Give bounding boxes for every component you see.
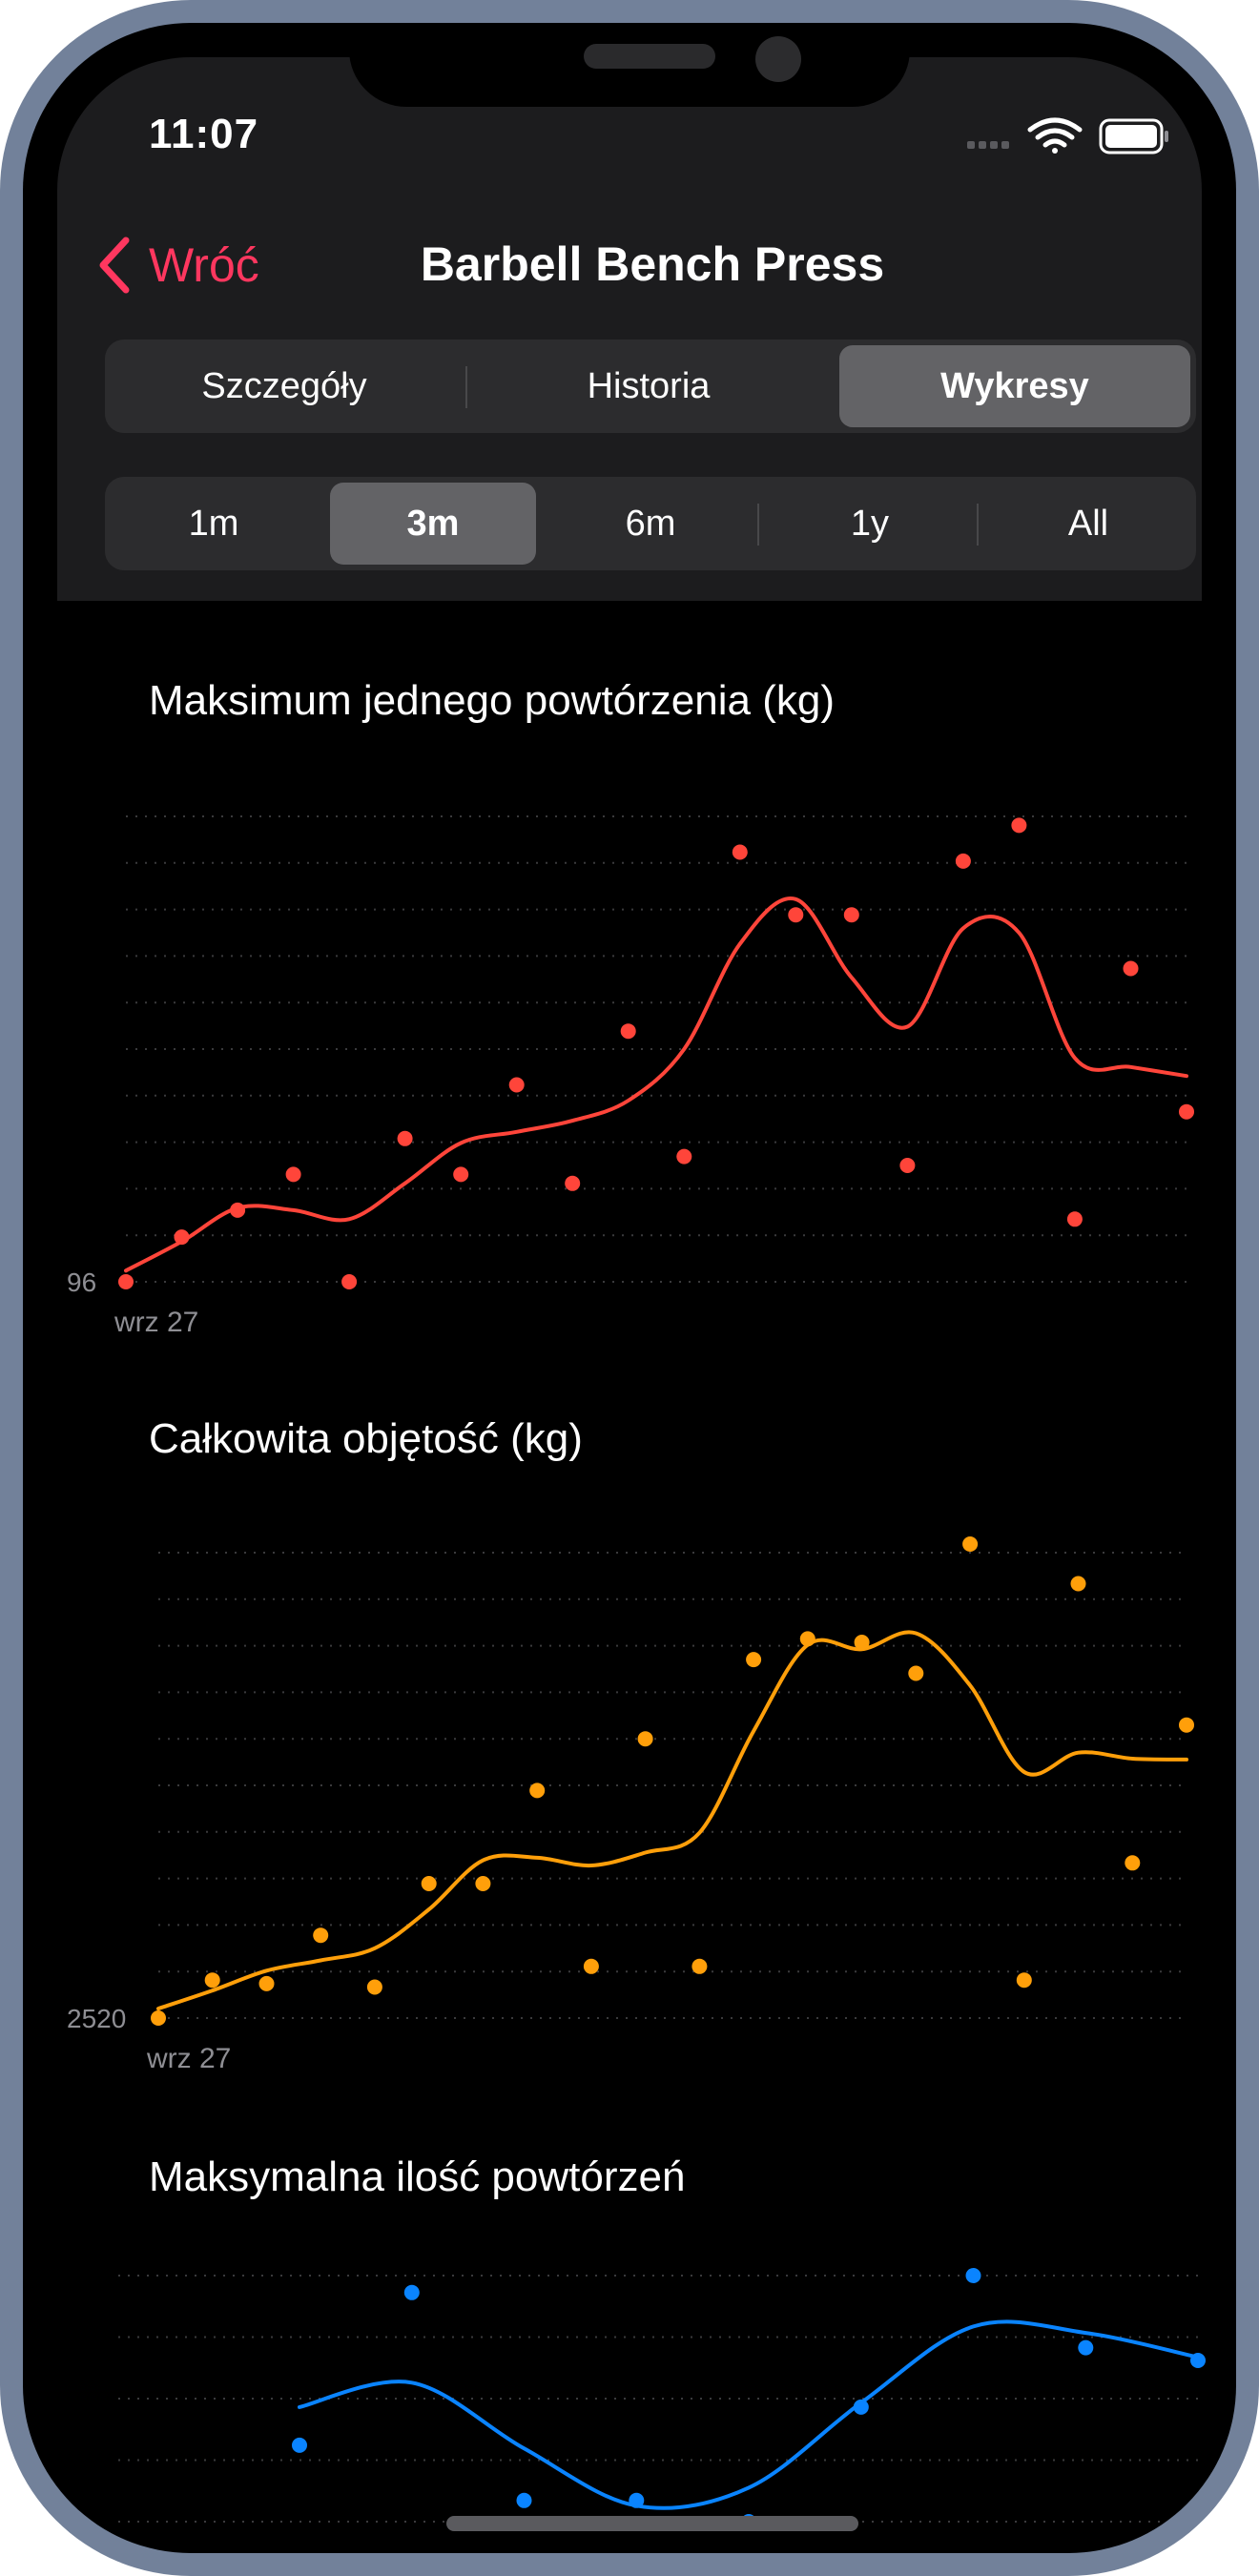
data-point: [565, 1175, 581, 1191]
data-point: [1011, 817, 1027, 834]
speaker-grille: [584, 44, 715, 69]
max-reps-chart-title: Maksymalna ilość powtórzeń: [149, 2154, 686, 2200]
data-point: [854, 1635, 870, 1650]
data-point: [637, 1731, 653, 1747]
data-point: [676, 1148, 692, 1164]
wifi-icon: [1027, 117, 1083, 154]
data-point: [508, 1077, 525, 1093]
cellular-signal-icon: [967, 141, 1009, 149]
data-point: [258, 1975, 275, 1991]
data-point: [397, 1130, 413, 1146]
data-point: [204, 1972, 220, 1989]
data-point: [475, 1876, 491, 1891]
data-point: [620, 1023, 636, 1040]
max-reps-chart: [118, 2268, 1206, 2529]
data-point: [118, 1274, 134, 1289]
one-rep-max-chart: 96 wrz 27: [67, 815, 1194, 1338]
range-all[interactable]: All: [1067, 504, 1109, 544]
x-tick-label: wrz 27: [146, 2043, 231, 2074]
data-point: [313, 1927, 329, 1944]
y-tick-label: 96: [67, 1267, 96, 1297]
tab-divider: [465, 366, 467, 408]
data-point: [732, 844, 748, 860]
data-point: [151, 2010, 166, 2026]
data-point: [1078, 2339, 1094, 2356]
data-point: [1179, 1717, 1194, 1733]
volume-chart: 2520 wrz 27: [67, 1536, 1194, 2074]
data-point: [403, 2284, 420, 2300]
data-point: [955, 853, 971, 869]
data-point: [453, 1166, 469, 1183]
status-icons: [963, 114, 1173, 158]
data-point: [1070, 1576, 1086, 1592]
notch: [349, 23, 910, 107]
data-point: [516, 2492, 532, 2508]
data-point: [292, 2437, 307, 2453]
back-button[interactable]: Wróć: [95, 235, 259, 296]
data-point: [174, 1229, 190, 1246]
x-tick-label: wrz 27: [114, 1307, 198, 1338]
data-point: [965, 2268, 981, 2283]
back-button-label: Wróć: [149, 238, 259, 292]
range-3m[interactable]: 3m: [330, 483, 536, 565]
screen: 11:07: [23, 23, 1236, 2553]
data-point: [1016, 1972, 1032, 1989]
data-point: [1066, 1211, 1083, 1227]
range-6m[interactable]: 6m: [625, 504, 676, 544]
range-divider: [977, 504, 979, 546]
data-point: [529, 1783, 546, 1799]
data-point: [788, 907, 804, 923]
data-point: [1179, 1103, 1194, 1120]
data-point: [962, 1536, 979, 1552]
data-point: [799, 1631, 815, 1647]
data-point: [853, 2399, 869, 2415]
volume-chart-title: Całkowita objętość (kg): [149, 1415, 583, 1462]
view-tabs: Szczegóły Historia Wykresy: [105, 340, 1196, 433]
tab-history[interactable]: Historia: [587, 366, 711, 406]
home-indicator: [446, 2516, 858, 2531]
front-camera: [755, 36, 801, 82]
data-point: [1123, 960, 1139, 977]
data-point: [746, 1652, 762, 1668]
page-title: Barbell Bench Press: [420, 237, 885, 291]
data-point: [1125, 1855, 1141, 1871]
data-point: [1190, 2353, 1206, 2368]
data-point: [341, 1274, 358, 1289]
status-time: 11:07: [149, 111, 259, 157]
data-point: [366, 1979, 382, 1995]
data-point: [843, 907, 859, 923]
data-point: [583, 1958, 599, 1974]
y-tick-label: 2520: [67, 2004, 126, 2033]
data-point: [908, 1665, 924, 1681]
data-point: [285, 1166, 301, 1183]
range-1y[interactable]: 1y: [850, 504, 890, 544]
battery-icon: [1099, 118, 1168, 155]
tab-charts[interactable]: Wykresy: [839, 345, 1190, 427]
trend-line: [298, 2319, 1200, 2510]
data-point: [421, 1876, 437, 1891]
tab-details[interactable]: Szczegóły: [201, 366, 367, 406]
range-1m[interactable]: 1m: [188, 504, 239, 544]
trend-line: [124, 896, 1188, 1273]
one-rep-max-chart-title: Maksimum jednego powtórzenia (kg): [149, 677, 835, 724]
time-range-selector: 1m 3m 6m 1y All: [105, 477, 1196, 570]
chevron-left-icon: [99, 237, 130, 294]
data-point: [230, 1202, 246, 1218]
data-point: [629, 2492, 645, 2508]
data-point: [899, 1158, 916, 1173]
data-point: [691, 1958, 708, 1974]
trend-line: [156, 1630, 1188, 2011]
range-divider: [757, 504, 759, 546]
